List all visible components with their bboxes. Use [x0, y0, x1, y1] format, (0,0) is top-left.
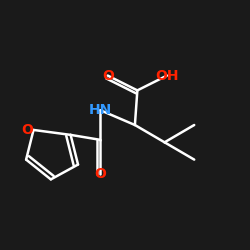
Text: O: O — [94, 168, 106, 181]
Text: O: O — [102, 68, 114, 82]
Text: OH: OH — [155, 68, 179, 82]
Text: O: O — [22, 123, 33, 137]
Text: HN: HN — [89, 103, 112, 117]
